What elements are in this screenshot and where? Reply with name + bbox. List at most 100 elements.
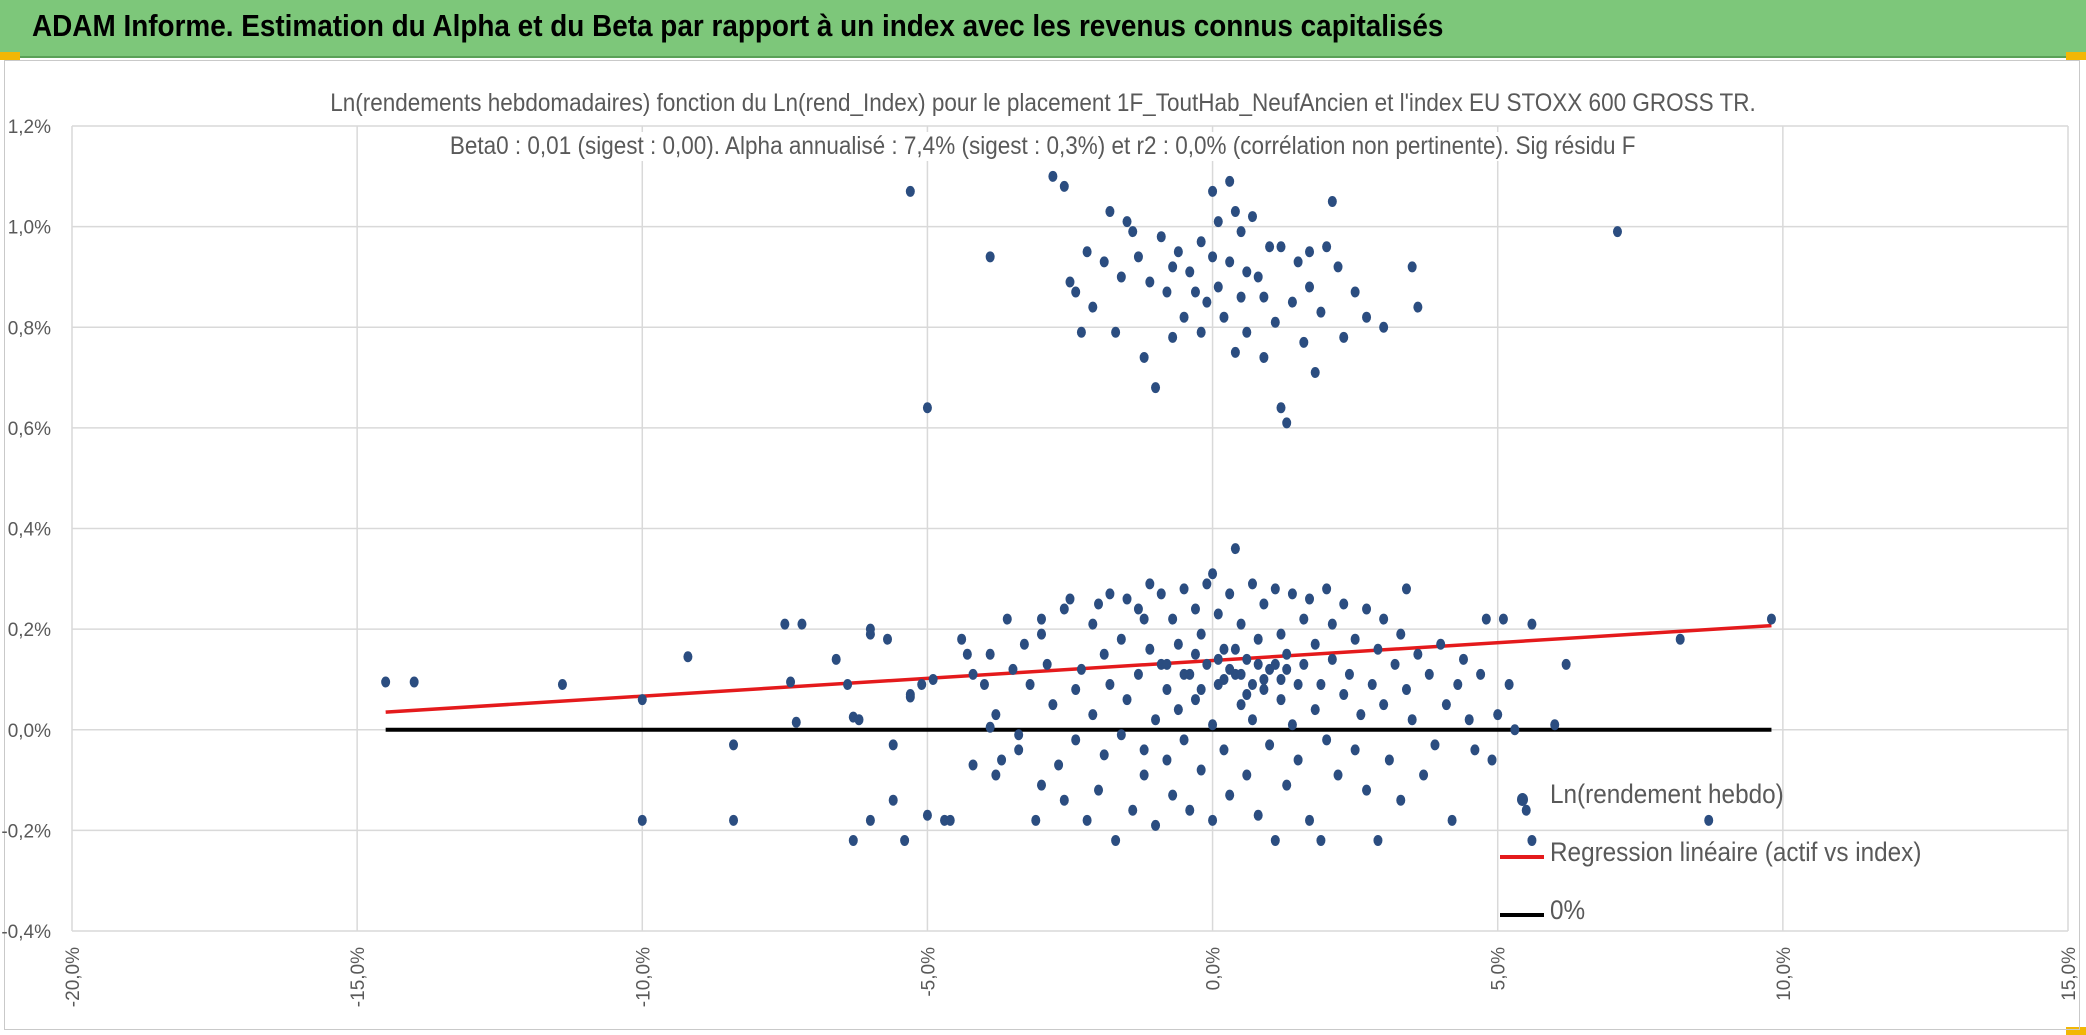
data-point — [1185, 804, 1195, 816]
data-point — [1259, 673, 1269, 685]
y-tick-label: -0,2% — [1, 821, 51, 842]
data-point — [1139, 613, 1149, 625]
data-point — [1299, 658, 1309, 670]
data-point — [1247, 578, 1257, 590]
data-point — [1048, 699, 1058, 711]
data-point — [1230, 643, 1240, 655]
data-point — [1447, 814, 1457, 826]
data-point — [557, 678, 567, 690]
legend-line-marker — [1500, 913, 1544, 917]
data-point — [1213, 281, 1223, 293]
data-point — [1190, 603, 1200, 615]
data-point — [905, 185, 915, 197]
data-point — [1362, 603, 1372, 615]
series-lines — [385, 623, 1772, 732]
data-point — [1242, 653, 1252, 665]
data-point — [1424, 668, 1434, 680]
data-point — [1379, 699, 1389, 711]
data-point — [1219, 643, 1229, 655]
y-tick-label: 1,2% — [8, 117, 51, 138]
x-tick-label: -20,0% — [63, 947, 84, 1007]
data-point — [1116, 271, 1126, 283]
data-point — [1133, 603, 1143, 615]
data-point — [1270, 583, 1280, 595]
data-point — [1213, 653, 1223, 665]
data-point — [1293, 256, 1303, 268]
data-point — [945, 814, 955, 826]
data-point — [1476, 668, 1486, 680]
data-point — [1436, 638, 1446, 650]
data-point — [1458, 653, 1468, 665]
data-point — [1116, 633, 1126, 645]
data-point — [1344, 668, 1354, 680]
data-point — [1179, 668, 1189, 680]
data-point — [1339, 598, 1349, 610]
data-point — [1242, 326, 1252, 338]
legend-line-marker — [1500, 855, 1544, 859]
data-point — [1430, 739, 1440, 751]
data-point — [1179, 311, 1189, 323]
data-point — [1071, 684, 1081, 695]
data-point — [1247, 211, 1257, 223]
data-point — [1122, 593, 1132, 605]
data-point — [1305, 246, 1315, 258]
data-point — [1253, 809, 1263, 821]
data-point — [1088, 709, 1098, 721]
data-point — [1236, 226, 1246, 238]
data-point — [1401, 583, 1411, 595]
data-point — [381, 676, 391, 688]
data-point — [1333, 261, 1343, 273]
data-point — [1059, 603, 1069, 615]
y-tick-label: 0,8% — [8, 318, 51, 339]
data-point — [1504, 678, 1514, 690]
legend-label: Ln(rendement hebdo) — [1550, 779, 1784, 809]
data-point — [1225, 789, 1235, 801]
data-point — [962, 648, 972, 660]
data-point — [1373, 834, 1383, 846]
data-point — [1196, 326, 1206, 338]
data-point — [1282, 648, 1292, 660]
data-point — [1168, 789, 1178, 801]
x-tick-label: 0,0% — [1204, 947, 1225, 990]
corner-marker — [2066, 1027, 2086, 1035]
data-point — [1122, 694, 1132, 706]
data-point — [780, 618, 790, 630]
chart-title-line: Ln(rendements hebdomadaires) fonction du… — [0, 89, 2086, 118]
data-point — [1350, 633, 1360, 645]
data-point — [928, 673, 938, 685]
data-point — [1019, 638, 1029, 650]
data-point — [1208, 568, 1218, 580]
data-point — [1025, 678, 1035, 690]
data-point — [1002, 613, 1012, 625]
data-point — [1128, 226, 1138, 238]
data-point — [1305, 281, 1315, 293]
data-point — [1196, 236, 1206, 248]
data-point — [831, 653, 841, 665]
data-point — [1168, 331, 1178, 343]
data-point — [1704, 814, 1714, 826]
data-point — [865, 814, 875, 826]
data-point — [1276, 673, 1286, 685]
data-point — [1390, 658, 1400, 670]
data-point — [1287, 588, 1297, 600]
data-point — [968, 759, 978, 771]
y-tick-label: 0,4% — [8, 520, 51, 541]
data-point — [1139, 744, 1149, 756]
data-point — [957, 633, 967, 645]
data-point — [905, 689, 915, 701]
data-point — [1527, 834, 1537, 846]
data-point — [1133, 251, 1143, 263]
data-point — [865, 623, 875, 635]
data-point — [1550, 719, 1560, 731]
x-tick-label: -10,0% — [633, 947, 654, 1007]
y-tick-label: 0,0% — [8, 721, 51, 742]
grid-lines — [71, 125, 2069, 932]
data-point — [1099, 648, 1109, 660]
data-point — [1481, 613, 1491, 625]
data-point — [1270, 834, 1280, 846]
data-point — [1327, 653, 1337, 665]
data-point — [1305, 814, 1315, 826]
data-point — [1048, 170, 1058, 182]
data-point — [1527, 618, 1537, 630]
